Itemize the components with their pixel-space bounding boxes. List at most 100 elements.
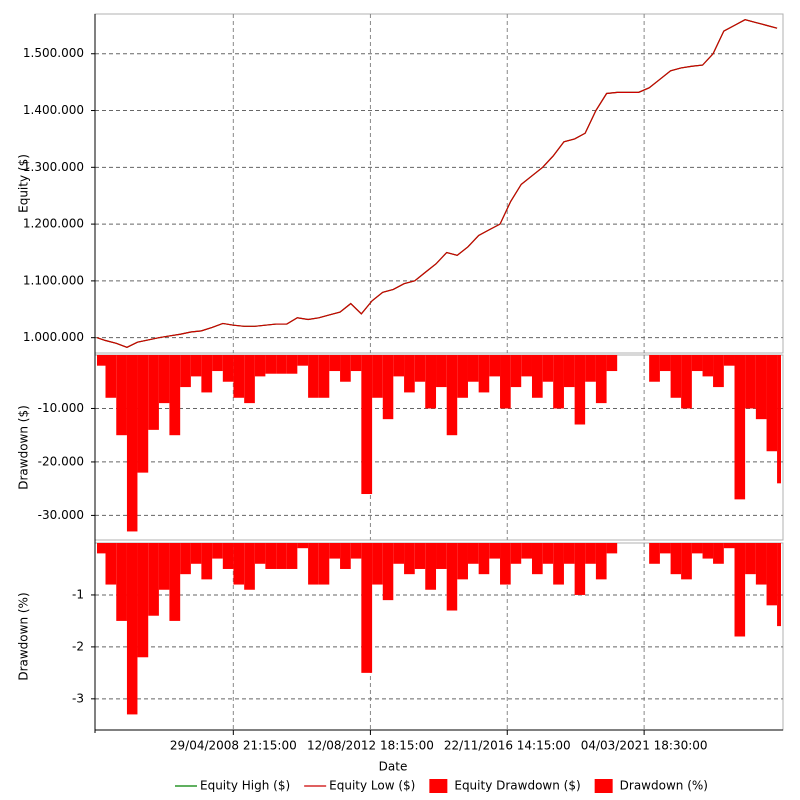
drawdown-bar [734, 355, 746, 500]
drawdown-bar [297, 543, 309, 549]
drawdown-bar [222, 543, 234, 569]
drawdown-bar [116, 543, 127, 621]
drawdown-bar [201, 543, 213, 580]
drawdown-bar [276, 543, 287, 569]
drawdown-bar [510, 543, 522, 564]
drawdown-bar [276, 355, 287, 374]
y-tick-label: 1.400.000 [23, 103, 84, 117]
legend-label: Equity Low ($) [329, 779, 415, 793]
y-tick-label: 1.300.000 [23, 160, 84, 174]
drawdown-bar [723, 543, 735, 549]
drawdown-bar [478, 355, 490, 393]
drawdown-bar [745, 543, 756, 575]
drawdown-bar [244, 355, 255, 404]
drawdown-bar [116, 355, 127, 436]
drawdown-bar [521, 543, 532, 559]
drawdown-bar [372, 543, 383, 585]
drawdown-bar [105, 355, 117, 398]
drawdown-bar [212, 543, 223, 559]
drawdown-bar [318, 543, 330, 585]
legend-label: Equity High ($) [200, 779, 290, 793]
drawdown-bar [734, 543, 746, 637]
drawdown-bar [393, 355, 405, 377]
drawdown-bar [158, 543, 170, 590]
drawdown-bar [670, 355, 682, 398]
drawdown-bar [574, 543, 586, 595]
drawdown-bar [382, 543, 394, 601]
x-tick-label: 04/03/2021 18:30:00 [581, 739, 708, 753]
drawdown-bar [681, 543, 692, 580]
drawdown-bar [478, 543, 490, 575]
drawdown-bar [649, 543, 660, 564]
drawdown-bar [606, 543, 618, 554]
drawdown-bar [308, 355, 319, 398]
drawdown-bar [233, 355, 245, 398]
y-tick-label: -10.000 [38, 401, 84, 415]
drawdown-bar [297, 355, 309, 366]
x-tick-label: 29/04/2008 21:15:00 [170, 739, 297, 753]
drawdown-bar [553, 355, 564, 409]
drawdown-bar [542, 543, 554, 564]
drawdown-bar [553, 543, 564, 585]
y-tick-label: 1.200.000 [23, 217, 84, 231]
drawdown-bar [190, 355, 202, 377]
drawdown-bar [510, 355, 522, 388]
drawdown-bar [670, 543, 682, 575]
drawdown-bar [137, 355, 149, 473]
drawdown-bar [265, 355, 277, 374]
legend-label: Drawdown (%) [620, 779, 708, 793]
drawdown-bar [500, 543, 511, 585]
y-tick-label: -1 [72, 587, 84, 601]
drawdown-bar [713, 543, 724, 564]
drawdown-bar [126, 355, 138, 532]
drawdown-bar [531, 355, 543, 398]
drawdown-bar [393, 543, 405, 564]
y-axis-label: Equity ($) [17, 154, 31, 213]
drawdown-bar [180, 543, 191, 575]
legend-swatch [594, 779, 613, 793]
drawdown-bar [467, 355, 479, 382]
drawdown-bar [766, 355, 778, 452]
drawdown-bar [500, 355, 511, 409]
drawdown-bar [766, 543, 778, 606]
drawdown-bar [233, 543, 245, 585]
drawdown-bar [521, 355, 532, 377]
drawdown-bar [201, 355, 213, 393]
drawdown-bar [329, 355, 341, 372]
drawdown-bar [659, 355, 671, 372]
drawdown-bar [382, 355, 394, 420]
panel-frame [94, 13, 784, 354]
drawdown-bar [329, 543, 341, 559]
legend-swatch [429, 779, 448, 793]
drawdown-bar [542, 355, 554, 382]
drawdown-bar [254, 355, 266, 377]
drawdown-bar [681, 355, 692, 409]
drawdown-bar [745, 355, 756, 409]
drawdown-bar [169, 543, 181, 621]
drawdown-bar [244, 543, 255, 590]
drawdown-bar [691, 543, 703, 554]
drawdown-bar [414, 543, 426, 569]
drawdown-bar [606, 355, 618, 372]
drawdown-bar [212, 355, 223, 372]
y-tick-label: 1.100.000 [23, 273, 84, 287]
drawdown-bar [446, 543, 458, 611]
drawdown-bar [446, 355, 458, 436]
drawdown-bar [414, 355, 426, 382]
drawdown-bar [372, 355, 383, 398]
y-tick-label: -30.000 [38, 508, 84, 522]
drawdown-bar [467, 543, 479, 564]
y-axis-label: Drawdown (%) [17, 592, 31, 680]
equity-line [96, 19, 778, 348]
drawdown-bar [457, 543, 468, 580]
drawdown-bar [755, 543, 767, 585]
drawdown-bar [190, 543, 202, 564]
drawdown-bar [361, 543, 373, 673]
drawdown-bar [659, 543, 671, 554]
drawdown-bar [286, 355, 298, 374]
drawdown-bar [137, 543, 149, 658]
drawdown-bar [436, 543, 447, 569]
drawdown-bar [318, 355, 330, 398]
drawdown-bar [691, 355, 703, 372]
